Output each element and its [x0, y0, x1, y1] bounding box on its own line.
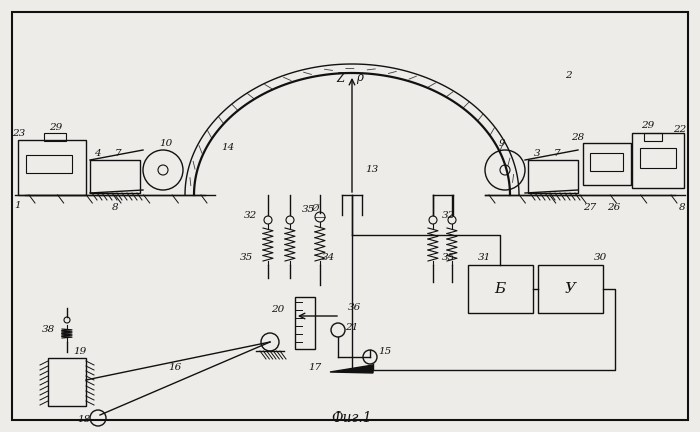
Text: 1: 1 — [15, 201, 21, 210]
Text: 27: 27 — [583, 203, 596, 213]
Text: 28: 28 — [571, 133, 584, 142]
Text: 15: 15 — [379, 347, 391, 356]
Text: 38: 38 — [41, 325, 55, 334]
Text: 2: 2 — [565, 70, 571, 79]
Text: 20: 20 — [272, 305, 285, 314]
Bar — [632, 133, 684, 188]
Text: 3: 3 — [533, 149, 540, 158]
Text: 21: 21 — [345, 324, 358, 333]
Text: 22: 22 — [673, 126, 687, 134]
Text: Z: Z — [336, 72, 344, 85]
Text: Ø: Ø — [312, 203, 318, 213]
Text: 35: 35 — [302, 206, 314, 215]
Text: 13: 13 — [365, 165, 379, 175]
Bar — [90, 160, 140, 193]
Bar — [468, 265, 533, 313]
Text: Б: Б — [494, 282, 505, 296]
Bar — [640, 148, 676, 168]
Bar — [590, 153, 623, 171]
Text: ρ: ρ — [356, 72, 363, 85]
Text: 14: 14 — [221, 143, 234, 152]
Text: 35: 35 — [240, 254, 253, 263]
Text: 9: 9 — [498, 139, 505, 147]
Text: 29: 29 — [50, 124, 62, 133]
Text: 32: 32 — [244, 210, 257, 219]
Text: Фиг.1: Фиг.1 — [332, 411, 372, 425]
Bar — [44, 133, 66, 141]
Text: 7: 7 — [554, 149, 560, 158]
Text: 26: 26 — [608, 203, 621, 213]
Bar — [48, 358, 86, 406]
Text: 18: 18 — [78, 416, 90, 425]
Text: 35: 35 — [442, 254, 454, 263]
Text: 29: 29 — [641, 121, 654, 130]
Text: 16: 16 — [169, 363, 181, 372]
Text: 17: 17 — [309, 363, 321, 372]
Bar — [18, 140, 86, 195]
Text: 19: 19 — [74, 347, 87, 356]
Bar — [644, 133, 662, 141]
Text: 23: 23 — [13, 128, 26, 137]
Text: 7: 7 — [115, 149, 121, 158]
Polygon shape — [330, 365, 373, 373]
Bar — [528, 160, 578, 193]
Text: 30: 30 — [594, 254, 607, 263]
Text: 4: 4 — [94, 149, 100, 158]
Text: 31: 31 — [478, 254, 491, 263]
Text: 36: 36 — [349, 304, 362, 312]
Text: У: У — [564, 282, 575, 296]
Text: 8: 8 — [112, 203, 118, 213]
Text: 34: 34 — [321, 254, 335, 263]
Bar — [583, 143, 631, 185]
Text: 10: 10 — [160, 139, 173, 147]
Bar — [295, 297, 315, 349]
Text: 8: 8 — [679, 203, 685, 213]
Bar — [538, 265, 603, 313]
Bar — [26, 155, 72, 173]
Text: 32: 32 — [442, 210, 454, 219]
